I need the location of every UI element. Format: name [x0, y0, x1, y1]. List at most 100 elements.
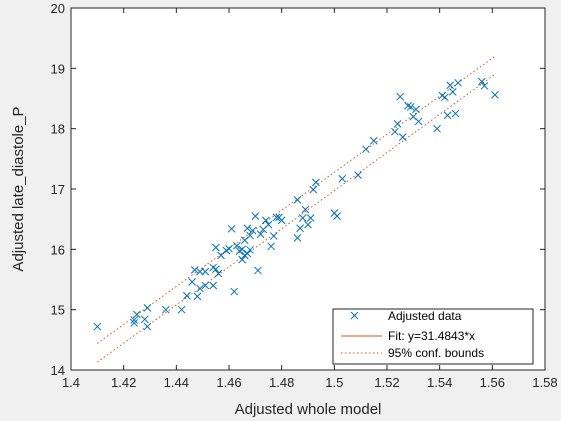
data-point: [230, 287, 239, 296]
x-tick-label: 1.42: [111, 375, 136, 390]
data-point: [412, 105, 420, 114]
x-axis-label: Adjusted whole model: [235, 401, 382, 418]
data-point: [272, 213, 281, 222]
data-point: [393, 119, 402, 128]
x-tick-label: 1.56: [480, 375, 505, 390]
data-point: [477, 77, 486, 86]
y-tick-label: 17: [51, 182, 65, 197]
data-point: [196, 284, 204, 293]
data-point: [143, 304, 152, 312]
data-point: [254, 266, 262, 275]
data-point: [132, 310, 141, 319]
data-point: [188, 278, 196, 286]
data-point: [293, 196, 302, 204]
y-tick-label: 14: [51, 363, 65, 378]
data-point: [243, 224, 252, 233]
data-point: [448, 88, 457, 96]
x-tick-labels: 1.4 1.42 1.44 1.46 1.48 1.5 1.52 1.54 1.56 1.58: [62, 375, 558, 390]
x-tick-label: 1.4: [62, 375, 80, 390]
data-point: [214, 269, 223, 278]
data-point: [130, 319, 139, 327]
data-point: [404, 101, 412, 110]
x-tick-label: 1.54: [427, 375, 452, 390]
data-point: [309, 185, 318, 194]
axis-ticks: [70, 7, 546, 371]
data-point: [201, 281, 210, 290]
data-point: [354, 171, 362, 179]
data-point: [441, 93, 449, 102]
data-point: [246, 231, 254, 240]
data-point: [238, 255, 247, 264]
conf-bound-upper-line: [97, 55, 496, 344]
data-point: [451, 109, 460, 118]
data-point: [296, 224, 304, 233]
data-point: [446, 81, 455, 90]
y-tick-label: 19: [51, 61, 65, 76]
legend-marker-x: [350, 311, 359, 320]
x-tick-label: 1.44: [164, 375, 189, 390]
data-point: [256, 230, 265, 239]
data-point: [190, 265, 199, 274]
data-point: [267, 242, 275, 251]
data-point: [333, 212, 341, 221]
data-point: [193, 292, 202, 301]
data-point: [491, 91, 499, 99]
data-point: [433, 124, 441, 133]
data-point: [301, 205, 310, 214]
data-point: [362, 145, 370, 154]
data-point: [130, 316, 139, 324]
data-point: [406, 103, 415, 111]
y-axis-label: Adjusted late_diastole_P: [10, 106, 27, 271]
y-tick-labels: 14 15 16 17 18 19 20: [51, 1, 65, 378]
data-point: [209, 281, 218, 290]
x-tick-label: 1.5: [325, 375, 343, 390]
confidence-bounds: [97, 55, 496, 363]
data-point: [251, 212, 260, 221]
data-points: [93, 77, 499, 331]
data-point: [262, 216, 270, 225]
data-point: [183, 291, 191, 300]
legend: Adjusted data Fit: y=31.4843*x 95% conf.…: [332, 308, 534, 365]
data-point: [454, 78, 462, 87]
legend-label-bounds: 95% conf. bounds: [388, 346, 484, 360]
data-point: [398, 133, 407, 141]
data-point: [269, 232, 278, 240]
data-point: [277, 216, 286, 225]
data-point: [177, 305, 186, 314]
data-point: [443, 111, 452, 120]
x-tick-label: 1.46: [216, 375, 241, 390]
data-point: [306, 214, 315, 222]
data-point: [238, 245, 247, 254]
data-point: [93, 322, 102, 331]
legend-label-fit: Fit: y=31.4843*x: [388, 329, 475, 343]
data-point: [414, 117, 423, 126]
data-point: [264, 220, 273, 229]
data-point: [211, 243, 220, 252]
data-point: [201, 267, 210, 276]
data-point: [304, 220, 312, 229]
data-point: [161, 305, 170, 314]
x-tick-label: 1.48: [269, 375, 294, 390]
y-tick-label: 20: [51, 1, 65, 16]
data-point: [338, 174, 347, 183]
legend-label-data: Adjusted data: [388, 309, 462, 323]
data-point: [225, 244, 233, 253]
data-point: [211, 265, 220, 274]
data-point: [140, 315, 149, 324]
y-tick-label: 15: [51, 303, 65, 318]
data-point: [480, 81, 489, 90]
data-point: [396, 92, 405, 101]
data-point: [312, 178, 320, 187]
data-point: [391, 127, 399, 136]
data-point: [246, 246, 254, 254]
data-point: [369, 136, 378, 145]
x-tick-label: 1.52: [374, 375, 399, 390]
data-point: [298, 214, 307, 222]
data-point: [143, 322, 152, 331]
y-tick-label: 18: [51, 122, 65, 137]
data-point: [248, 226, 257, 235]
x-tick-label: 1.58: [532, 375, 557, 390]
data-point: [293, 234, 302, 242]
data-point: [243, 249, 252, 258]
